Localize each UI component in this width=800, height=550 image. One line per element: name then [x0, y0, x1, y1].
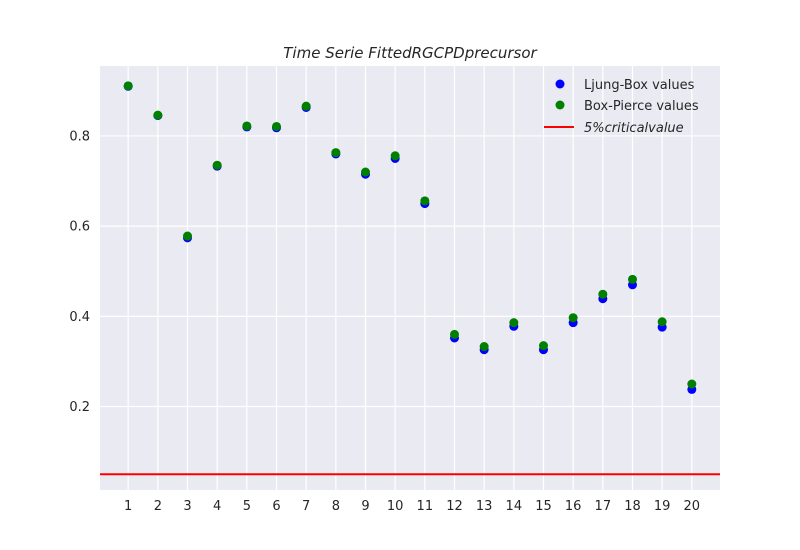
x-tick-labels: 1 2 3 4 5 6 7 8 9 10 11 12 13 14 15 16 17 18 19 20: [124, 499, 700, 514]
x-tick-label: 6: [272, 499, 280, 514]
legend-marker-box-pierce: [555, 100, 565, 110]
box-pierce-point: [272, 121, 282, 131]
x-tick-label: 10: [387, 499, 404, 514]
x-tick-label: 14: [506, 499, 523, 514]
box-pierce-point: [301, 101, 311, 111]
x-tick-label: 13: [476, 499, 493, 514]
x-tick-label: 17: [595, 499, 612, 514]
x-tick-label: 11: [417, 499, 434, 514]
box-pierce-point: [183, 231, 193, 241]
box-pierce-point: [123, 81, 133, 91]
x-tick-label: 18: [624, 499, 641, 514]
x-tick-label: 4: [213, 499, 221, 514]
legend-label-box-pierce: Box-Pierce values: [584, 99, 699, 114]
x-tick-label: 8: [332, 499, 340, 514]
box-pierce-point: [331, 148, 341, 158]
legend-label-ljung-box: Ljung-Box values: [584, 78, 695, 93]
data-points: [123, 81, 697, 394]
box-pierce-point: [598, 289, 608, 299]
box-pierce-point: [627, 274, 637, 284]
x-tick-label: 12: [446, 499, 463, 514]
box-pierce-point: [390, 151, 400, 161]
box-pierce-point: [420, 196, 430, 206]
box-pierce-point: [479, 342, 489, 352]
x-tick-label: 1: [124, 499, 132, 514]
x-tick-label: 19: [654, 499, 671, 514]
x-tick-label: 15: [535, 499, 552, 514]
legend-marker-ljung-box: [555, 79, 565, 89]
box-pierce-point: [242, 121, 252, 131]
y-tick-labels: 0.2 0.4 0.6 0.8: [69, 129, 90, 415]
box-pierce-point: [687, 379, 697, 389]
box-pierce-point: [568, 313, 578, 323]
legend-label-critical-value: 5%criticalvalue: [584, 121, 684, 136]
box-pierce-point: [538, 341, 548, 351]
box-pierce-point: [361, 167, 371, 177]
y-tick-label: 0.2: [69, 400, 90, 415]
legend: Ljung-Box values Box-Pierce values 5%cri…: [544, 78, 699, 136]
grid-lines: [100, 66, 720, 490]
plot-background: [100, 66, 720, 490]
x-tick-label: 20: [684, 499, 701, 514]
x-tick-label: 3: [183, 499, 191, 514]
x-tick-label: 16: [565, 499, 582, 514]
x-tick-label: 5: [243, 499, 251, 514]
box-pierce-point: [153, 110, 163, 120]
box-pierce-point: [657, 317, 667, 327]
chart-title: Time Serie FittedRGCPDprecursor: [283, 44, 537, 62]
box-pierce-point: [449, 329, 459, 339]
x-tick-label: 9: [361, 499, 369, 514]
x-tick-label: 2: [154, 499, 162, 514]
y-tick-label: 0.4: [69, 310, 90, 325]
box-pierce-point: [509, 318, 519, 328]
y-tick-label: 0.6: [69, 220, 90, 235]
box-pierce-point: [212, 160, 222, 170]
x-tick-label: 7: [302, 499, 310, 514]
y-tick-label: 0.8: [69, 129, 90, 144]
